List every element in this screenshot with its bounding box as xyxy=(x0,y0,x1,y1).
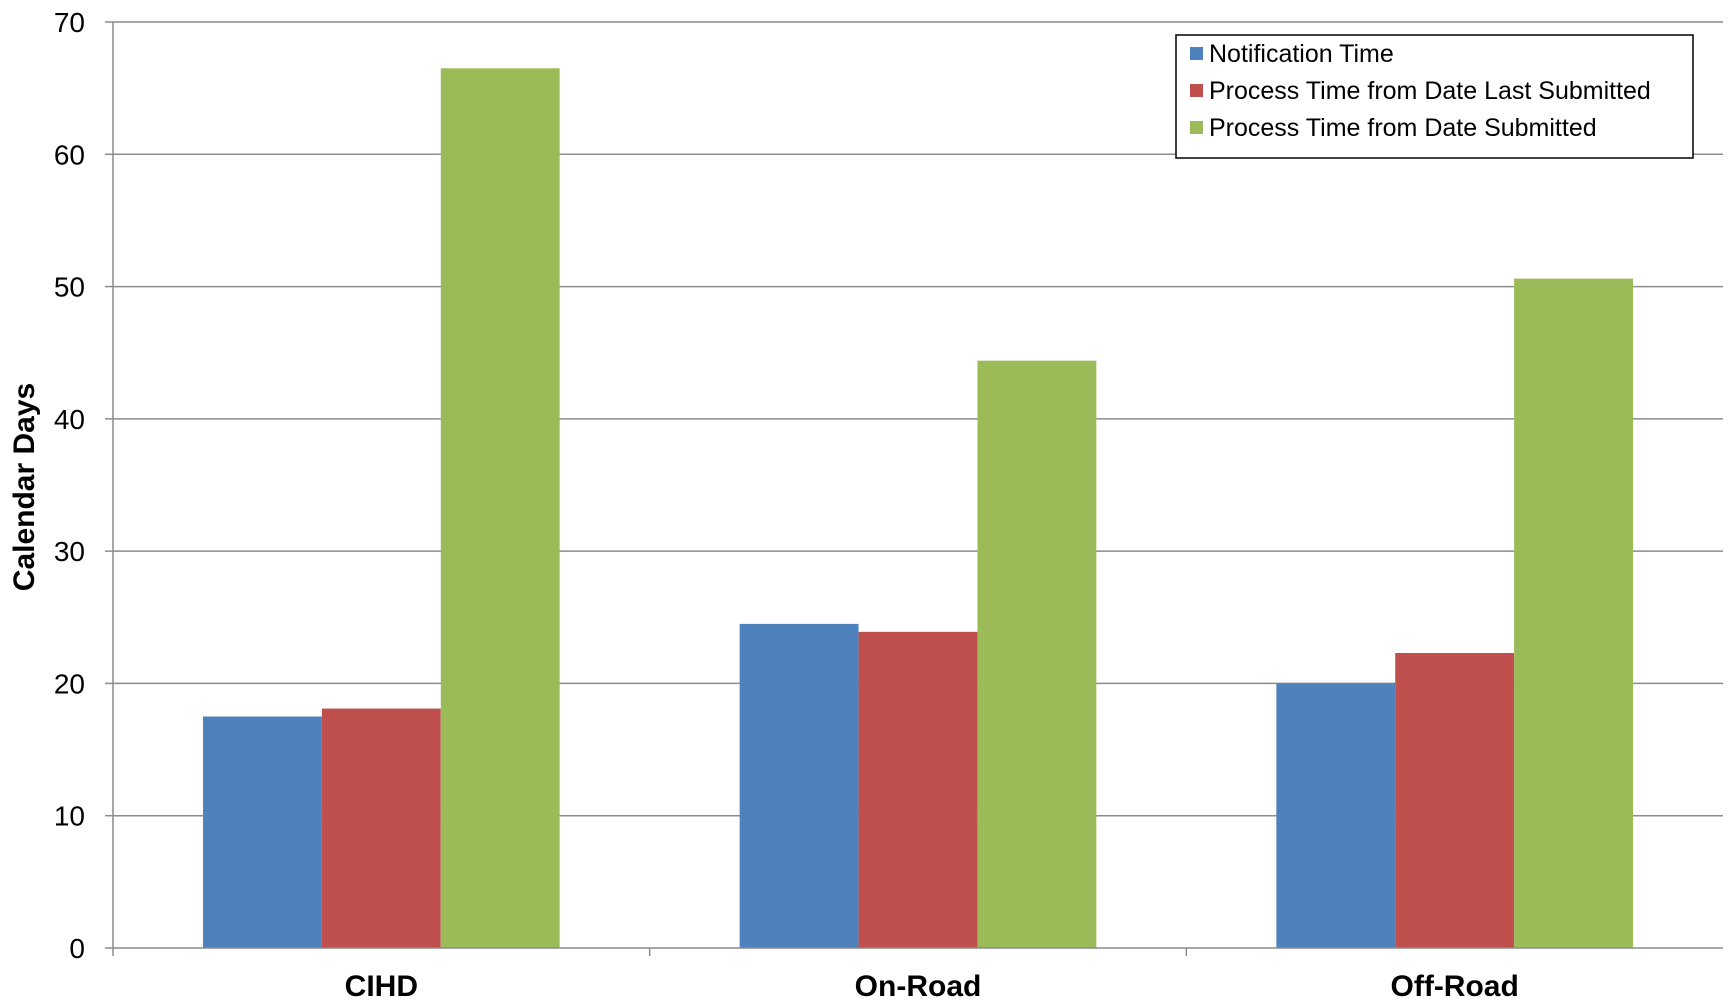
y-axis-title: Calendar Days xyxy=(8,383,41,591)
legend-swatch xyxy=(1190,84,1203,97)
category-label: Off-Road xyxy=(1391,970,1519,1002)
axes xyxy=(105,21,1723,956)
y-tick-label: 30 xyxy=(54,536,85,567)
legend-swatch xyxy=(1190,47,1203,60)
y-tick-label: 50 xyxy=(54,272,85,303)
y-tick-label: 40 xyxy=(54,404,85,435)
bars xyxy=(203,68,1633,949)
legend-label: Process Time from Date Submitted xyxy=(1209,114,1597,142)
y-tick-label: 60 xyxy=(54,139,85,170)
y-tick-label: 20 xyxy=(54,668,85,699)
y-tick-label: 0 xyxy=(69,933,85,964)
y-tick-label: 70 xyxy=(54,7,85,38)
legend-label: Process Time from Date Last Submitted xyxy=(1209,77,1651,105)
y-tick-label: 10 xyxy=(54,801,85,832)
bar-on-road-series-1 xyxy=(739,623,859,948)
category-label: On-Road xyxy=(855,970,982,1002)
category-label: CIHD xyxy=(345,970,418,1002)
bar-on-road-series-2 xyxy=(858,631,978,948)
legend: Notification Time Process Time from Date … xyxy=(1175,34,1694,159)
bar-cihd-series-2 xyxy=(321,708,441,948)
legend-label: Notification Time xyxy=(1209,40,1394,68)
bar-on-road-series-3 xyxy=(977,360,1097,948)
category-labels: CIHD On-Road Off-Road xyxy=(345,970,1519,1002)
y-tick-labels: 0 10 20 30 40 50 60 70 xyxy=(54,7,85,964)
bar-off-road-series-2 xyxy=(1395,653,1515,948)
bar-cihd-series-3 xyxy=(440,68,560,949)
bar-off-road-series-1 xyxy=(1276,683,1396,948)
legend-box xyxy=(1175,34,1694,159)
bar-cihd-series-1 xyxy=(203,716,322,948)
legend-swatch xyxy=(1190,121,1203,134)
gridlines xyxy=(113,21,1723,817)
bar-off-road-series-3 xyxy=(1514,278,1633,948)
